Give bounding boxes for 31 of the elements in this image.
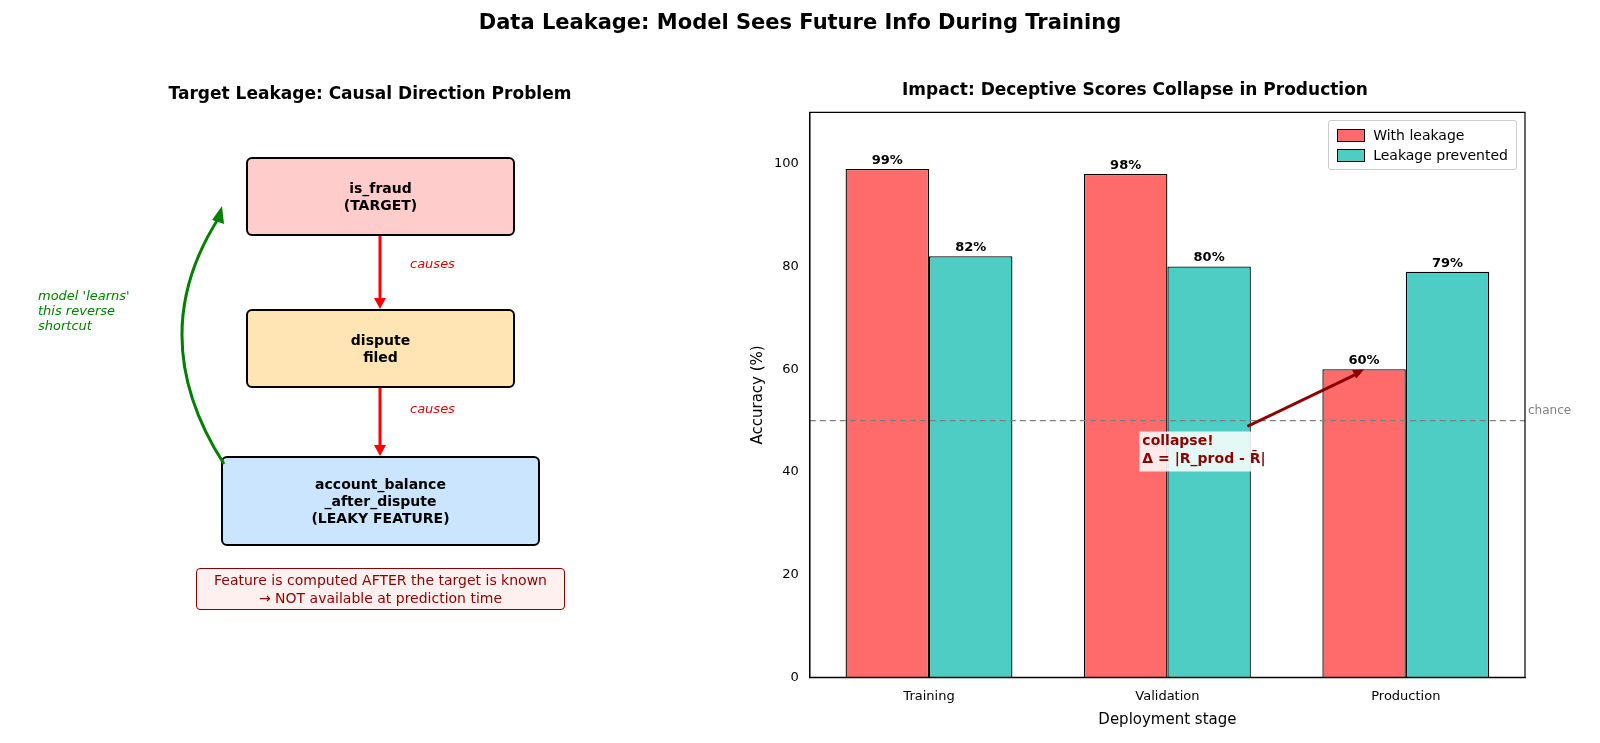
- text: Target Leakage: Causal Direction Problem: [167, 83, 573, 103]
- y-tick-label: 0: [790, 668, 799, 684]
- chart-title: Impact: Deceptive Scores Collapse in Production: [902, 78, 1368, 99]
- y-tick-label: 60: [782, 360, 799, 376]
- x-tick-label: Validation: [1135, 687, 1200, 703]
- data-label: 98%: [1110, 156, 1142, 172]
- data-label: 60%: [1348, 352, 1380, 368]
- x-axis-title: Deployment stage: [1098, 709, 1237, 728]
- ref-line-label: chance: [1528, 402, 1572, 417]
- legend-label: Leakage prevented: [1373, 146, 1508, 166]
- y-tick-label: 40: [782, 463, 799, 479]
- x-tick-label: Production: [1371, 687, 1441, 703]
- y-axis-title: Accuracy (%): [747, 345, 766, 445]
- y-tick-label: 20: [782, 566, 799, 582]
- text: Feature is computed AFTER the target is known → NOT available at prediction time: [196, 568, 565, 610]
- x-tick-label: Training: [902, 687, 955, 703]
- data-label: 99%: [871, 151, 903, 167]
- text: dispute filed: [246, 309, 515, 388]
- data-label: 80%: [1193, 249, 1225, 265]
- text: causes: [410, 256, 455, 271]
- y-tick-label: 80: [782, 257, 799, 273]
- annotation: collapse! Δ = |R_prod - R̄|: [1142, 432, 1266, 468]
- legend-label: With leakage: [1373, 126, 1465, 146]
- text: causes: [410, 401, 455, 416]
- text: Data Leakage: Model Sees Future Info During Training: [477, 10, 1123, 34]
- y-tick-label: 100: [773, 155, 799, 171]
- text: model 'learns' this reverse shortcut: [38, 288, 130, 333]
- text: is_fraud (TARGET): [246, 157, 515, 236]
- data-label: 79%: [1431, 254, 1464, 270]
- text: account_balance _after_dispute (LEAKY FEATURE): [221, 456, 540, 546]
- data-label: 82%: [955, 239, 987, 255]
